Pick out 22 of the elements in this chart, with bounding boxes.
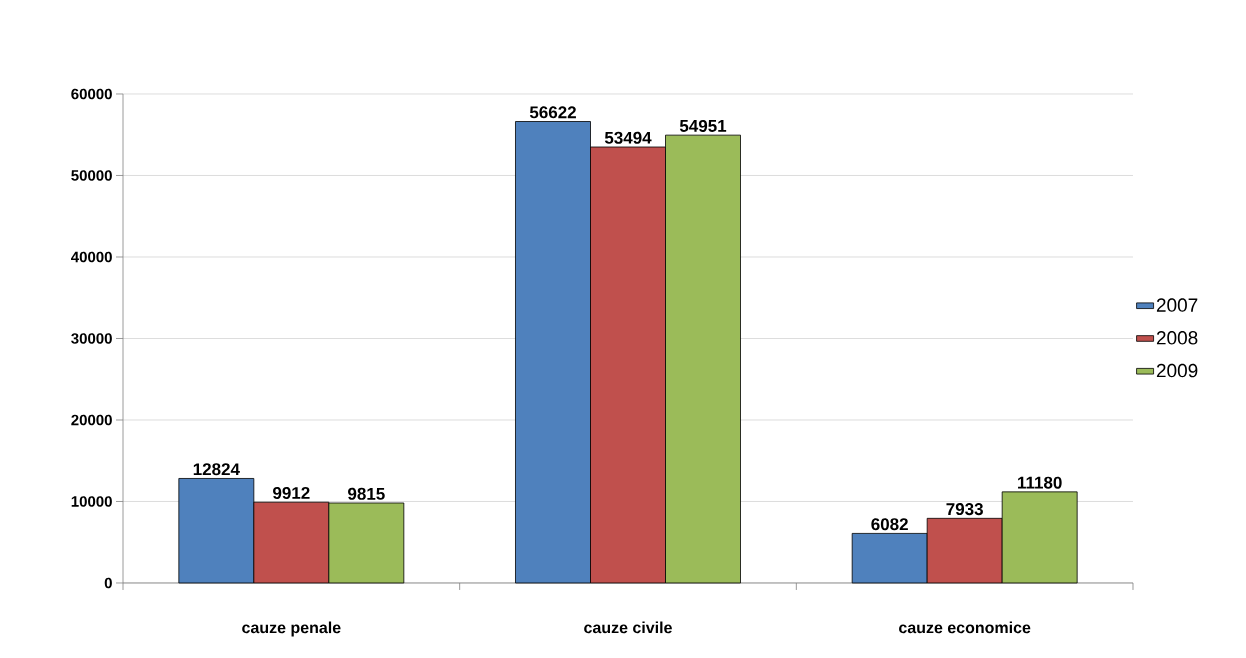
data-label: 53494 (604, 131, 652, 144)
x-tick-label: cauze penale (242, 621, 341, 637)
data-label: 12824 (193, 463, 240, 476)
x-tick-label: cauze civile (584, 621, 672, 634)
y-tick-label: 0 (104, 577, 112, 589)
legend-label: 2008 (1156, 331, 1198, 345)
data-label: 56622 (529, 106, 576, 119)
legend-label: 2007 (1156, 298, 1198, 312)
data-label: 9912 (273, 486, 310, 500)
y-tick-label: 60000 (71, 88, 112, 100)
y-tick-label: 10000 (71, 496, 112, 507)
data-label: 54951 (679, 119, 727, 132)
data-label: 6082 (871, 518, 908, 531)
data-label: 9815 (348, 487, 385, 500)
data-label: 11180 (1018, 476, 1062, 489)
legend-label: 2009 (1156, 363, 1198, 378)
y-tick-label: 20000 (71, 414, 112, 426)
x-tick-label: cauze economice (899, 621, 1031, 634)
y-tick-label: 40000 (71, 251, 112, 263)
y-tick-label: 50000 (71, 170, 112, 181)
data-label: 7933 (946, 503, 983, 516)
y-tick-label: 30000 (71, 333, 112, 344)
